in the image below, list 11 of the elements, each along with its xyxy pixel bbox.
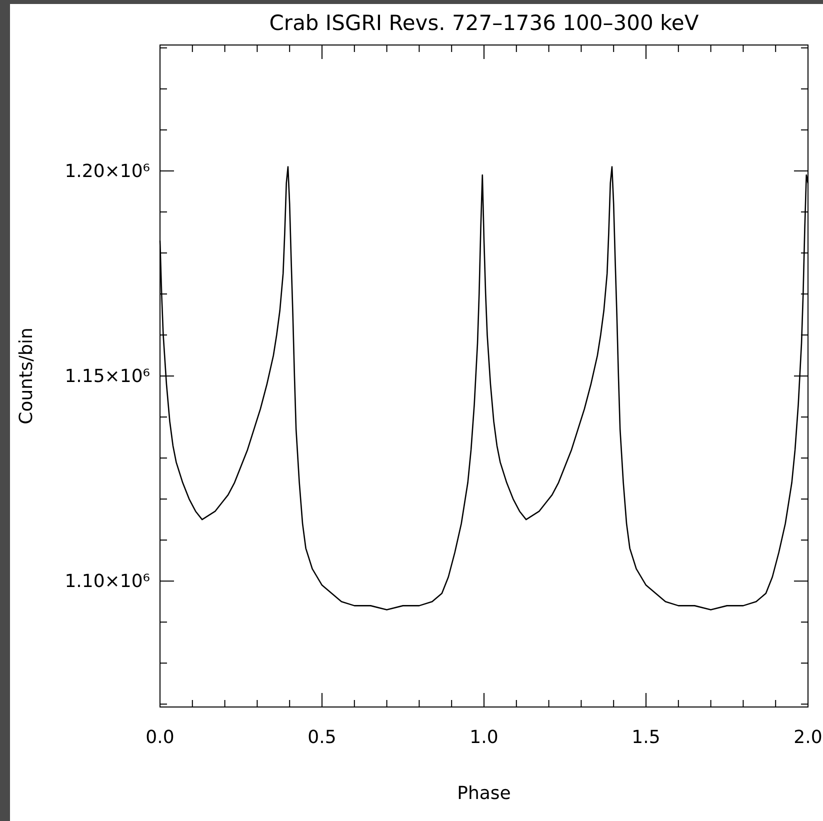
y-tick-label: 1.15×10⁶ xyxy=(64,366,150,387)
y-tick-label: 1.10×10⁶ xyxy=(64,571,150,592)
x-tick-label: 1.0 xyxy=(470,727,498,748)
x-axis-title: Phase xyxy=(457,783,511,804)
x-tick-label: 1.5 xyxy=(632,727,660,748)
y-axis-title: Counts/bin xyxy=(16,328,37,424)
x-tick-label: 0.5 xyxy=(308,727,336,748)
y-tick-label: 1.20×10⁶ xyxy=(64,160,150,182)
chart-title: Crab ISGRI Revs. 727–1736 100–300 keV xyxy=(269,11,700,35)
x-tick-label: 2.0 xyxy=(794,727,822,748)
x-tick-label: 0.0 xyxy=(146,727,174,748)
